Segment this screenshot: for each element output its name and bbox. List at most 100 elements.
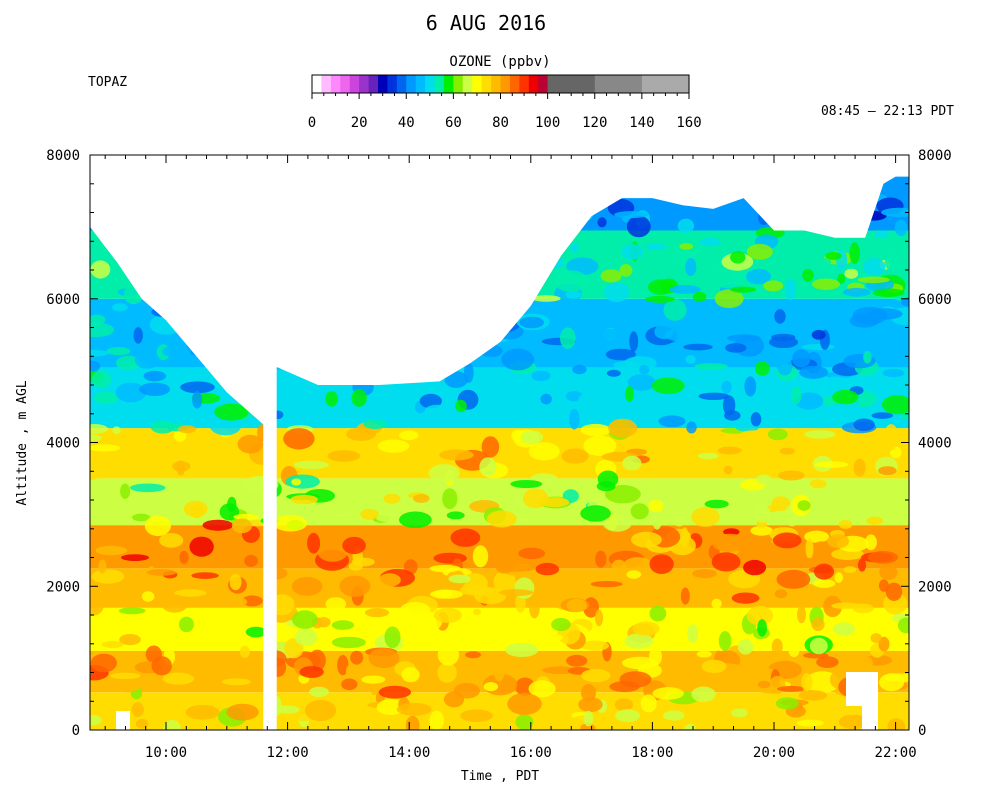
ozone-patch	[465, 651, 481, 659]
ozone-patch	[672, 509, 687, 527]
ozone-patch	[454, 435, 477, 446]
colorbar-label: OZONE (ppbv)	[449, 54, 550, 70]
colorbar-tick-label: 100	[535, 115, 560, 131]
ozone-patch	[662, 710, 685, 721]
ozone-patch	[339, 575, 371, 597]
ozone-patch	[605, 348, 636, 361]
ozone-patch	[496, 562, 514, 574]
ozone-patch	[763, 280, 784, 292]
ozone-patch	[226, 703, 259, 721]
x-tick-label: 10:00	[145, 745, 187, 761]
colorbar-tick-label: 120	[582, 115, 607, 131]
ozone-patch	[882, 395, 909, 415]
ozone-patch	[901, 297, 909, 307]
ozone-patch	[598, 328, 622, 340]
ozone-patch	[531, 370, 551, 382]
ozone-patch	[721, 380, 732, 394]
ozone-patch	[816, 656, 839, 668]
ozone-patch	[788, 432, 804, 445]
ozone-patch	[746, 268, 771, 285]
ozone-patch	[481, 436, 500, 458]
ozone-patch	[581, 669, 611, 683]
ozone-patch	[367, 456, 378, 468]
ozone-patch	[90, 314, 106, 325]
ozone-patch	[604, 282, 630, 303]
ozone-patch	[437, 662, 457, 683]
ozone-patch	[507, 693, 542, 715]
ozone-patch	[580, 423, 611, 437]
ozone-patch	[662, 345, 672, 354]
ozone-patch	[825, 251, 842, 260]
ozone-patch	[731, 708, 748, 718]
ozone-patch	[679, 243, 694, 250]
ozone-patch	[429, 564, 461, 573]
colorbar-segment	[321, 75, 332, 93]
ozone-patch	[683, 343, 713, 351]
ozone-patch	[191, 572, 219, 579]
ozone-patch	[581, 640, 610, 651]
ozone-patch	[239, 645, 250, 659]
ozone-patch	[444, 371, 468, 388]
ozone-patch	[112, 303, 128, 312]
ozone-patch	[479, 457, 497, 477]
ozone-patch	[809, 637, 828, 655]
ozone-patch	[649, 647, 662, 666]
ozone-patch	[130, 483, 166, 493]
ozone-patch	[519, 515, 530, 524]
ozone-patch	[744, 376, 757, 397]
ozone-patch	[691, 686, 716, 703]
ozone-patch	[434, 589, 453, 598]
ozone-patch	[565, 291, 582, 299]
ozone-patch	[750, 412, 762, 427]
ozone-patch	[884, 424, 898, 445]
ozone-patch	[472, 545, 489, 568]
ozone-patch	[162, 345, 191, 358]
ozone-patch	[583, 710, 594, 727]
ozone-patch	[518, 547, 546, 560]
ozone-patch	[685, 258, 697, 276]
ozone-patch	[626, 570, 642, 579]
ozone-patch	[698, 392, 730, 400]
ozone-patch	[711, 598, 722, 609]
ozone-patch	[378, 573, 401, 587]
ozone-patch	[801, 306, 832, 322]
ozone-patch	[291, 576, 323, 596]
ozone-patch	[881, 207, 909, 217]
above-data-mask	[90, 155, 909, 425]
ozone-patch	[90, 322, 114, 338]
ozone-patch	[809, 479, 827, 489]
ozone-patch	[665, 328, 693, 342]
colorbar-segment	[594, 75, 643, 93]
ozone-patch	[273, 446, 288, 468]
ozone-patch	[529, 598, 540, 619]
ozone-patch	[413, 494, 430, 503]
ozone-patch	[699, 374, 727, 389]
ozone-patch	[377, 439, 410, 453]
ozone-patch	[498, 589, 534, 596]
ozone-patch	[131, 702, 144, 718]
ozone-patch	[98, 559, 107, 574]
x-tick-label: 22:00	[875, 745, 917, 761]
ozone-patch	[90, 457, 99, 479]
ozone-patch	[794, 392, 824, 410]
ozone-patch	[738, 430, 767, 442]
ozone-patch	[681, 454, 702, 469]
ozone-patch	[680, 587, 690, 605]
ozone-patch	[767, 428, 788, 441]
ozone-patch	[348, 561, 363, 571]
ozone-patch	[614, 698, 634, 712]
ozone-patch	[570, 242, 579, 253]
x-tick-label: 18:00	[631, 745, 673, 761]
ozone-patch	[614, 211, 649, 219]
ozone-patch	[214, 403, 249, 421]
ozone-patch	[887, 718, 906, 730]
colorbar-segment	[387, 75, 398, 93]
ozone-patch	[769, 675, 786, 695]
ozone-patch	[365, 608, 389, 618]
ozone-patch	[331, 620, 355, 630]
ozone-patch	[245, 626, 267, 638]
ozone-patch	[631, 531, 662, 548]
colorbar-segment	[491, 75, 502, 93]
ozone-patch	[746, 243, 773, 260]
ozone-patch	[90, 715, 102, 726]
